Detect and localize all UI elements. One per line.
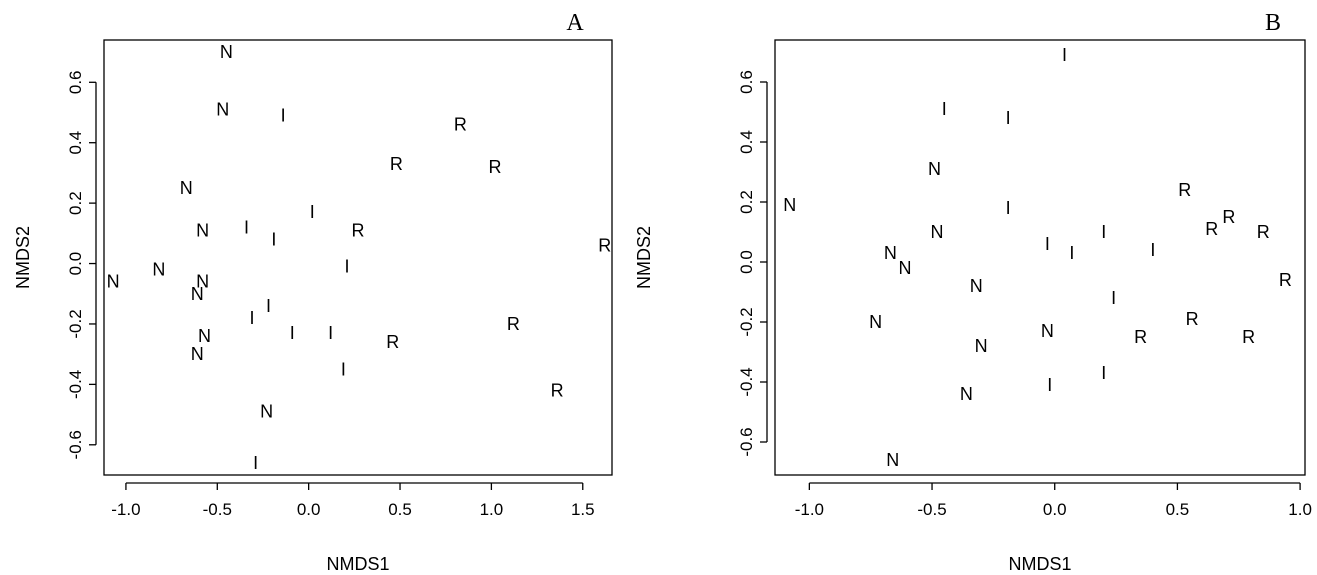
x-axis-title: NMDS1 [1008,554,1071,574]
point-label-n: N [180,178,193,198]
point-label-r: R [454,115,467,135]
point-label-n: N [216,99,229,119]
point-label-n: N [970,276,983,296]
point-label-i: I [1045,234,1050,254]
point-label-i: I [328,323,333,343]
x-tick-label: 1.0 [1288,500,1312,519]
scatter-panel-a: -1.0 -0.5 0.0 0.5 1.0 1.5 -0.6 -0.4 -0.2 0.0 0.2 0.… [13,10,613,574]
x-tick-label: -1.0 [795,500,824,519]
point-label-n: N [220,42,233,62]
point-label-n: N [886,450,899,470]
point-label-i: I [1006,198,1011,218]
plot-frame [774,39,1306,476]
x-tick-label: 0.5 [1166,500,1190,519]
y-tick-label: 0.6 [66,70,85,94]
panel-label: B [1265,10,1281,36]
point-label-i: I [250,308,255,328]
y-tick-label: -0.4 [66,370,85,399]
point-label-r: R [507,314,520,334]
point-label-n: N [1041,321,1054,341]
x-tick-label: -0.5 [917,500,946,519]
point-label-r: R [598,235,611,255]
scatter-panel-b: -1.0 -0.5 0.0 0.5 1.0 -0.6 -0.4 -0.2 0.0 0.2 0.4 0.… [634,10,1312,574]
point-label-i: I [1047,375,1052,395]
point-label-i: I [266,296,271,316]
point-label-r: R [352,220,365,240]
point-label-r: R [551,380,564,400]
point-label-i: I [310,202,315,222]
y-tick-label: 0.0 [66,252,85,276]
point-label-i: I [1006,108,1011,128]
x-tick-label: -0.5 [203,500,232,519]
point-label-r: R [1222,207,1235,227]
point-label-n: N [196,272,209,292]
point-label-i: I [341,359,346,379]
point-label-i: I [253,453,258,473]
point-label-i: I [345,257,350,277]
y-tick-label: 0.0 [737,250,756,274]
point-label-n: N [928,159,941,179]
point-label-n: N [884,243,897,263]
point-label-n: N [191,284,204,304]
y-tick-label: -0.2 [66,309,85,338]
point-label-r: R [1257,222,1270,242]
y-tick-label: -0.6 [66,430,85,459]
y-tick-label: 0.2 [66,191,85,215]
point-label-n: N [152,260,165,280]
y-tick-label: -0.4 [737,367,756,396]
point-label-i: I [1101,222,1106,242]
x-tick-label: 0.0 [1043,500,1067,519]
y-tick-label: -0.6 [737,427,756,456]
point-label-r: R [390,154,403,174]
point-label-i: I [1101,363,1106,383]
x-axis-title: NMDS1 [326,554,389,574]
point-label-n: N [869,312,882,332]
point-label-i: I [271,229,276,249]
point-label-n: N [975,336,988,356]
point-label-r: R [386,332,399,352]
point-label-n: N [107,272,120,292]
y-tick-label: 0.4 [66,131,85,155]
y-tick-label: 0.2 [737,190,756,214]
point-label-i: I [1150,240,1155,260]
point-label-i: I [1062,45,1067,65]
point-label-n: N [930,222,943,242]
x-tick-label: -1.0 [111,500,140,519]
y-tick-label: 0.4 [737,130,756,154]
point-label-r: R [1279,270,1292,290]
point-label-n: N [960,384,973,404]
x-tick-label: 1.0 [480,500,504,519]
point-label-r: R [489,157,502,177]
point-label-r: R [1205,219,1218,239]
point-label-n: N [899,258,912,278]
y-axis-title: NMDS2 [634,226,654,289]
y-tick-label: -0.2 [737,307,756,336]
point-label-i: I [1069,243,1074,263]
point-label-i: I [290,323,295,343]
point-label-r: R [1186,309,1199,329]
panel-label: A [566,10,584,36]
point-label-i: I [942,99,947,119]
point-label-n: N [196,220,209,240]
point-label-r: R [1242,327,1255,347]
point-label-r: R [1134,327,1147,347]
point-label-i: I [1111,288,1116,308]
x-tick-label: 0.5 [388,500,412,519]
point-label-i: I [281,106,286,126]
point-label-n: N [783,195,796,215]
point-label-n: N [198,326,211,346]
point-label-n: N [260,402,273,422]
x-tick-label: 1.5 [571,500,595,519]
plot-frame [103,39,613,476]
point-label-i: I [244,217,249,237]
point-label-r: R [1178,180,1191,200]
point-label-n: N [191,344,204,364]
y-axis-title: NMDS2 [13,226,33,289]
y-tick-label: 0.6 [737,70,756,94]
x-tick-label: 0.0 [297,500,321,519]
